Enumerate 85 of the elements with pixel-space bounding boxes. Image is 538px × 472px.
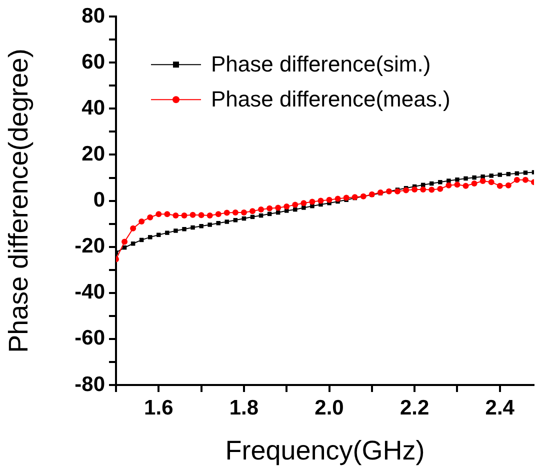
point xyxy=(148,235,152,240)
point xyxy=(190,225,195,230)
point xyxy=(498,172,502,177)
point xyxy=(489,174,494,178)
x-tick-label: 2.0 xyxy=(314,396,344,420)
point xyxy=(147,214,154,220)
point xyxy=(326,196,332,203)
point xyxy=(172,212,179,219)
y-tick-label: -80 xyxy=(74,372,105,396)
point xyxy=(454,182,460,188)
point xyxy=(343,194,350,201)
point xyxy=(488,179,494,186)
point xyxy=(190,212,196,218)
legend-label: Phase difference(sim.) xyxy=(211,52,431,77)
point xyxy=(156,232,161,237)
y-tick-label: 20 xyxy=(82,142,105,166)
point xyxy=(284,204,290,210)
y-tick-label: -40 xyxy=(74,280,105,304)
point xyxy=(309,198,316,205)
y-tick-label: 0 xyxy=(93,188,105,212)
point xyxy=(266,205,273,212)
point xyxy=(472,175,476,180)
point xyxy=(420,186,426,193)
point xyxy=(224,220,230,224)
point xyxy=(258,206,264,213)
y-tick-label: -60 xyxy=(74,326,105,350)
point xyxy=(446,178,451,183)
point xyxy=(293,207,298,212)
point xyxy=(216,221,220,226)
point xyxy=(480,174,485,179)
x-tick-label: 2.2 xyxy=(400,396,430,420)
x-tick-label: 2.4 xyxy=(485,396,515,420)
point xyxy=(300,200,307,206)
point xyxy=(514,176,520,183)
point xyxy=(523,170,528,175)
point xyxy=(394,188,401,194)
point xyxy=(471,180,478,187)
point xyxy=(181,212,188,219)
point xyxy=(165,230,170,235)
point xyxy=(164,211,170,218)
point xyxy=(199,224,204,228)
y-axis-title: Phase difference(degree) xyxy=(4,48,34,353)
point xyxy=(437,186,444,192)
point xyxy=(310,204,314,208)
point xyxy=(240,210,247,216)
point xyxy=(430,181,434,186)
point xyxy=(275,204,282,211)
point xyxy=(232,210,238,216)
point xyxy=(206,212,213,219)
point xyxy=(412,186,418,193)
y-tick-label: 60 xyxy=(82,50,105,74)
point xyxy=(318,198,324,204)
point xyxy=(446,182,452,188)
point xyxy=(496,182,503,189)
point xyxy=(130,225,136,232)
x-axis-title: Frequency(GHz) xyxy=(225,435,425,466)
point xyxy=(428,186,435,193)
x-tick-label: 1.8 xyxy=(229,396,259,420)
point xyxy=(522,176,528,183)
point xyxy=(480,178,486,184)
point xyxy=(224,210,230,216)
point xyxy=(455,177,460,182)
point xyxy=(438,180,442,184)
point xyxy=(334,196,341,202)
y-tick-label: -20 xyxy=(74,234,105,258)
point xyxy=(198,212,204,218)
point xyxy=(464,176,468,181)
legend-label: Phase difference(meas.) xyxy=(211,86,450,112)
point xyxy=(292,202,298,208)
point xyxy=(156,211,162,218)
point xyxy=(174,228,178,233)
point xyxy=(215,211,222,218)
point xyxy=(302,206,306,210)
point xyxy=(403,187,410,194)
point xyxy=(208,222,212,227)
point xyxy=(138,218,145,225)
point xyxy=(182,227,186,232)
point xyxy=(122,238,128,245)
x-tick-label: 1.6 xyxy=(144,396,174,420)
point xyxy=(505,182,512,188)
point xyxy=(233,218,238,222)
y-tick-label: 40 xyxy=(82,96,105,120)
point xyxy=(462,182,469,189)
y-tick-label: 80 xyxy=(82,4,105,28)
point xyxy=(249,208,256,214)
